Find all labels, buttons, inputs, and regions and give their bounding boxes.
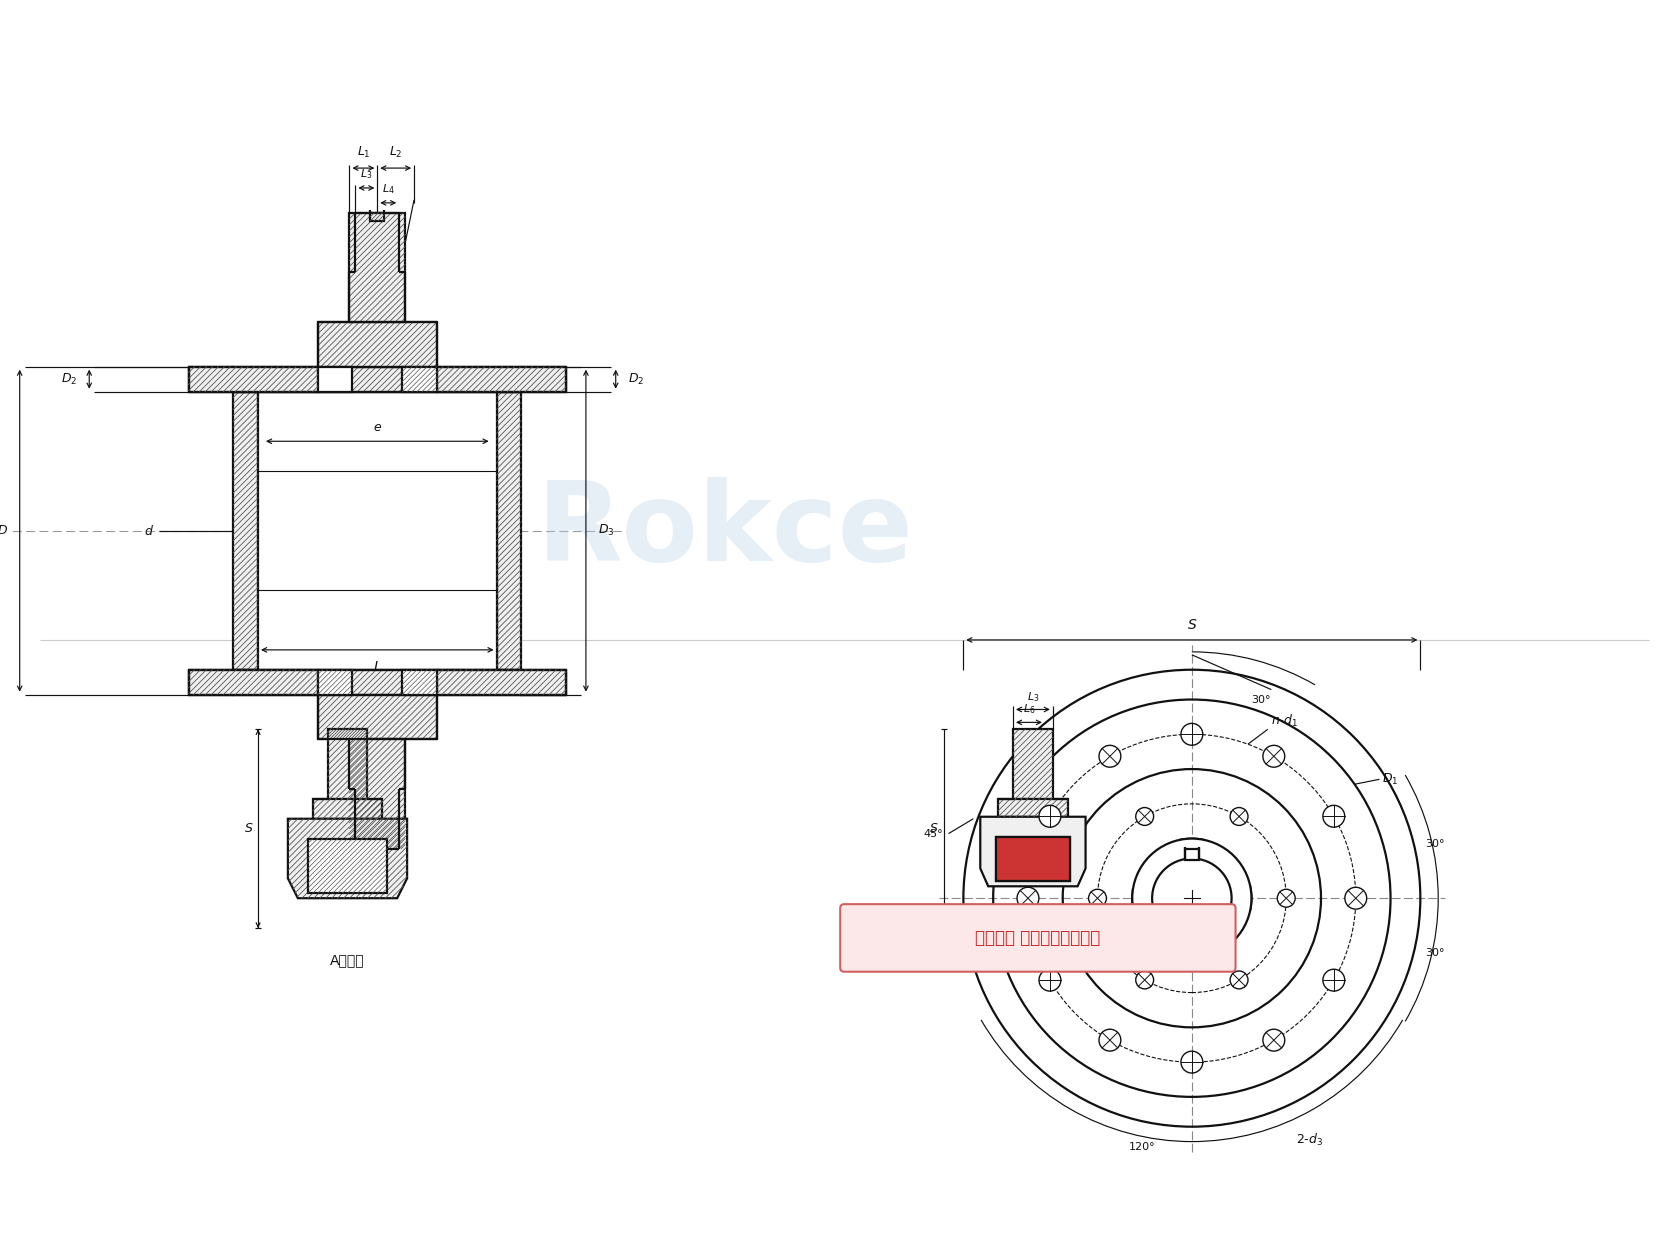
Bar: [312, 799, 383, 819]
Circle shape: [1181, 1051, 1203, 1074]
Bar: [998, 799, 1068, 816]
Bar: [234, 670, 521, 694]
Circle shape: [1263, 1029, 1285, 1051]
Text: $L_3$: $L_3$: [1026, 689, 1040, 703]
Bar: [234, 367, 521, 392]
Bar: [188, 367, 318, 392]
Text: $S$: $S$: [929, 823, 939, 835]
Circle shape: [1322, 805, 1344, 827]
Polygon shape: [287, 819, 407, 898]
Bar: [318, 694, 437, 740]
Bar: [1184, 848, 1200, 861]
Bar: [521, 670, 566, 694]
Bar: [497, 392, 521, 670]
Bar: [188, 670, 234, 694]
Text: $L_2$: $L_2$: [388, 145, 403, 160]
Text: $D_2$: $D_2$: [628, 372, 643, 387]
Text: $n$-$d_1$: $n$-$d_1$: [1270, 713, 1299, 730]
Bar: [1173, 951, 1211, 963]
Bar: [437, 670, 566, 694]
Text: 30°: 30°: [1425, 839, 1445, 848]
Circle shape: [1263, 746, 1285, 767]
Polygon shape: [402, 367, 437, 392]
Text: Rokce: Rokce: [536, 478, 914, 585]
Text: $m_1$: $m_1$: [1200, 872, 1216, 885]
Circle shape: [1230, 971, 1248, 989]
Bar: [349, 740, 405, 848]
Text: $L_1$: $L_1$: [356, 145, 370, 160]
Text: $D$: $D$: [0, 524, 8, 537]
Bar: [188, 367, 234, 392]
Text: B型结构: B型结构: [1015, 953, 1050, 966]
Text: $d$: $d$: [144, 524, 155, 538]
Circle shape: [1277, 890, 1295, 907]
Bar: [349, 213, 405, 323]
FancyBboxPatch shape: [840, 905, 1235, 971]
Circle shape: [1016, 887, 1038, 910]
Text: $D_2$: $D_2$: [60, 372, 77, 387]
Text: 120°: 120°: [1129, 1142, 1156, 1152]
Text: A型结构: A型结构: [331, 953, 365, 966]
Polygon shape: [979, 816, 1085, 886]
Circle shape: [1099, 1029, 1121, 1051]
Bar: [1013, 730, 1053, 799]
Text: $L_6$: $L_6$: [1023, 703, 1035, 717]
Text: $L_4$: $L_4$: [381, 183, 395, 195]
Circle shape: [1136, 808, 1154, 825]
Polygon shape: [996, 837, 1070, 881]
Text: $e$: $e$: [373, 421, 381, 435]
Text: $m_1$: $m_1$: [1137, 872, 1154, 885]
Circle shape: [1038, 969, 1060, 992]
Circle shape: [1181, 723, 1203, 745]
Polygon shape: [996, 837, 1070, 881]
Polygon shape: [318, 367, 353, 392]
Circle shape: [1099, 746, 1121, 767]
Text: 30°: 30°: [1252, 694, 1272, 704]
Text: $S$: $S$: [244, 823, 254, 835]
Circle shape: [1322, 969, 1344, 992]
Text: $S$: $S$: [1186, 617, 1198, 633]
Text: 版权所有 侵权必被严厉追究: 版权所有 侵权必被严厉追究: [976, 929, 1100, 948]
Circle shape: [1230, 808, 1248, 825]
Bar: [1132, 839, 1252, 958]
Bar: [259, 392, 497, 670]
Text: 30°: 30°: [1425, 948, 1445, 958]
Text: $D_1$: $D_1$: [1383, 771, 1399, 786]
Text: 45°: 45°: [924, 829, 944, 839]
Bar: [234, 392, 259, 670]
Bar: [370, 213, 385, 220]
Text: $D_3$: $D_3$: [598, 523, 615, 538]
Polygon shape: [307, 839, 386, 893]
Polygon shape: [402, 670, 437, 694]
Bar: [318, 323, 437, 367]
Text: $2$-$d_3$: $2$-$d_3$: [1297, 1131, 1324, 1148]
Circle shape: [1136, 971, 1154, 989]
Circle shape: [1132, 839, 1252, 958]
Bar: [328, 730, 368, 799]
Circle shape: [1152, 858, 1231, 937]
Bar: [521, 367, 566, 392]
Bar: [188, 670, 318, 694]
Polygon shape: [318, 670, 353, 694]
Circle shape: [1346, 887, 1368, 910]
Bar: [437, 367, 566, 392]
Text: $L_3$: $L_3$: [360, 168, 373, 181]
Circle shape: [1089, 890, 1107, 907]
Text: $L$: $L$: [373, 660, 381, 674]
Circle shape: [1038, 805, 1060, 827]
